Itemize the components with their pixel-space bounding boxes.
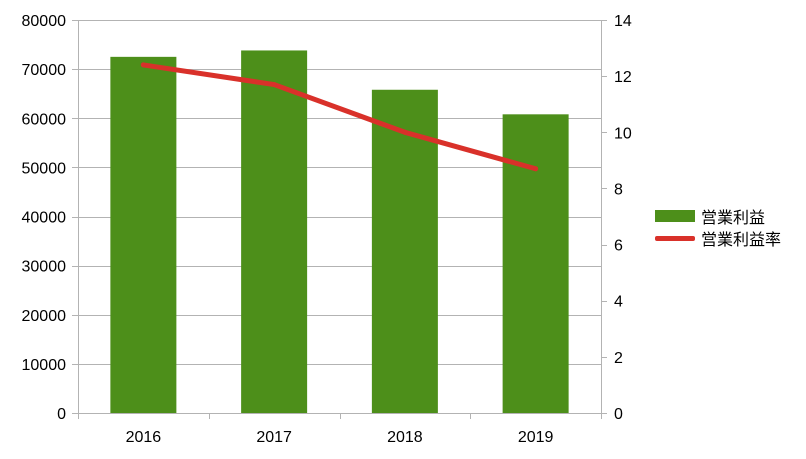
y-left-tick-label: 40000: [22, 210, 67, 227]
line-series: [140, 62, 539, 172]
x-tick-label: 2019: [518, 429, 554, 446]
y-left-tick-label: 80000: [22, 13, 67, 30]
y-right-tick-label: 10: [614, 125, 632, 142]
y-left-tick-label: 50000: [22, 160, 67, 177]
y-right-tick-label: 2: [614, 350, 623, 367]
legend-label-bar: 営業利益: [701, 208, 766, 227]
bars: [110, 50, 569, 414]
axes: [72, 20, 607, 419]
y-left-tick-label: 20000: [22, 308, 67, 325]
line-point: [271, 82, 277, 88]
legend-item-bar: 営業利益: [655, 205, 800, 227]
y-right-tick-label: 8: [614, 181, 623, 198]
x-tick-label: 2016: [126, 429, 162, 446]
line-point: [402, 129, 408, 135]
y-right-tick-label: 4: [614, 294, 623, 311]
x-tick-label: 2018: [387, 429, 423, 446]
y-left-tick-label: 0: [57, 406, 66, 423]
bar: [502, 114, 569, 413]
line-point: [533, 166, 539, 172]
line-series-path: [140, 62, 539, 172]
tick-labels: 0 10000 20000 30000 40000 50000 60000 70000 8000…: [22, 13, 632, 446]
legend-label-line: 営業利益率: [701, 230, 782, 249]
legend-swatch-line: [655, 235, 695, 241]
y-left-tick-label: 30000: [22, 259, 67, 276]
y-right-tick-label: 12: [614, 69, 632, 86]
bar: [371, 89, 438, 413]
y-right-tick-label: 14: [614, 13, 632, 30]
legend-swatch-bar: [655, 210, 695, 222]
x-tick-label: 2017: [256, 429, 292, 446]
y-right-tick-label: 0: [614, 406, 623, 423]
bar: [241, 50, 308, 414]
bar: [110, 56, 177, 413]
line-point: [140, 62, 146, 68]
y-left-tick-label: 70000: [22, 62, 67, 79]
legend-item-line: 営業利益率: [655, 227, 800, 249]
y-right-tick-label: 6: [614, 238, 623, 255]
y-left-tick-label: 10000: [22, 357, 67, 374]
y-left-tick-label: 60000: [22, 111, 67, 128]
legend: 営業利益 営業利益率: [655, 205, 800, 249]
